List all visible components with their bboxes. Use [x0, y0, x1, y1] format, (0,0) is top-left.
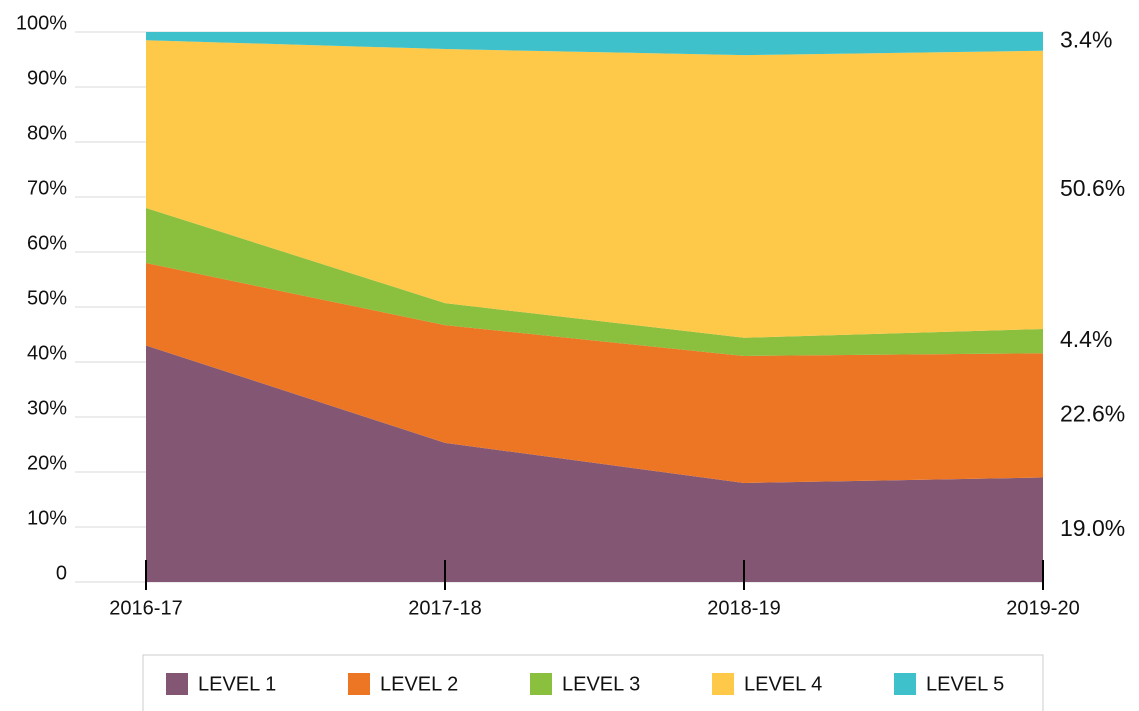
- legend-label: LEVEL 1: [198, 673, 276, 695]
- x-tick-label: 2018-19: [707, 597, 780, 619]
- end-label: 50.6%: [1060, 175, 1125, 201]
- legend-label: LEVEL 4: [744, 673, 822, 695]
- legend-box: [142, 654, 1044, 711]
- legend-swatch: [348, 673, 370, 695]
- y-tick-label: 100%: [16, 12, 67, 34]
- legend-swatch: [166, 673, 188, 695]
- y-tick-label: 40%: [27, 342, 67, 364]
- legend-swatch: [712, 673, 734, 695]
- y-tick-label: 90%: [27, 67, 67, 89]
- y-tick-label: 80%: [27, 122, 67, 144]
- legend-swatch: [894, 673, 916, 695]
- y-tick-label: 10%: [27, 507, 67, 529]
- legend-label: LEVEL 2: [380, 673, 458, 695]
- y-tick-label: 50%: [27, 287, 67, 309]
- end-label: 22.6%: [1060, 400, 1125, 426]
- area: [146, 32, 1043, 56]
- y-tick-label: 30%: [27, 397, 67, 419]
- area: [146, 40, 1043, 338]
- legend-label: LEVEL 5: [926, 673, 1004, 695]
- y-tick-label: 70%: [27, 177, 67, 199]
- end-label: 4.4%: [1060, 326, 1112, 352]
- x-tick-label: 2019-20: [1006, 597, 1079, 619]
- legend-swatch: [530, 673, 552, 695]
- end-label: 19.0%: [1060, 515, 1125, 541]
- area: [146, 208, 1043, 356]
- x-tick-label: 2017-18: [408, 597, 481, 619]
- x-tick-label: 2016-17: [109, 597, 182, 619]
- area: [146, 345, 1043, 582]
- end-label: 3.4%: [1060, 26, 1112, 52]
- area: [146, 263, 1043, 483]
- legend-label: LEVEL 3: [562, 673, 640, 695]
- y-tick-label: 60%: [27, 232, 67, 254]
- y-tick-label: 20%: [27, 452, 67, 474]
- y-tick-label: 0: [56, 562, 67, 584]
